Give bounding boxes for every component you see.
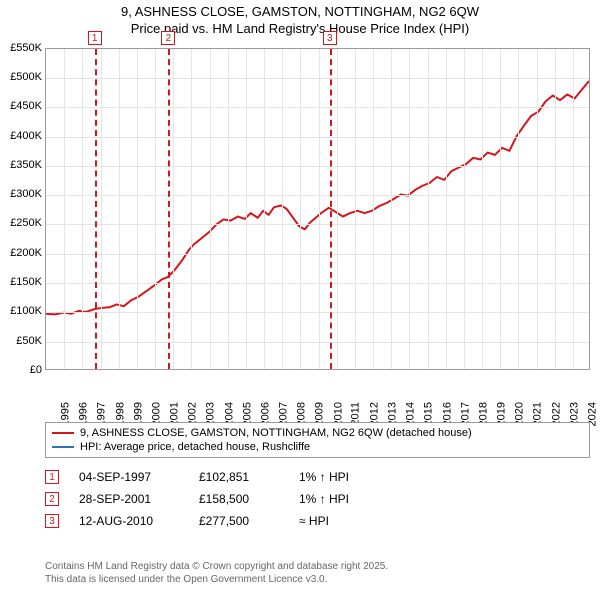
- ytick-label: £400K: [0, 130, 42, 142]
- vgrid: [319, 49, 320, 369]
- vgrid: [264, 49, 265, 369]
- vgrid: [282, 49, 283, 369]
- vgrid: [137, 49, 138, 369]
- ytick-label: £250K: [0, 217, 42, 229]
- hgrid: [46, 107, 589, 108]
- ytick-label: £100K: [0, 305, 42, 317]
- event-row: 3 12-AUG-2010 £277,500 ≈ HPI: [45, 510, 590, 532]
- hgrid: [46, 283, 589, 284]
- event-date: 12-AUG-2010: [79, 514, 179, 528]
- price-line-svg: [46, 49, 589, 369]
- hgrid: [46, 137, 589, 138]
- hgrid: [46, 342, 589, 343]
- marker-vline: [95, 49, 97, 369]
- vgrid: [64, 49, 65, 369]
- hgrid: [46, 78, 589, 79]
- attribution-line-2: This data is licensed under the Open Gov…: [45, 574, 590, 587]
- legend-row: HPI: Average price, detached house, Rush…: [52, 440, 583, 454]
- vgrid: [409, 49, 410, 369]
- ytick-label: £550K: [0, 42, 42, 54]
- event-date: 28-SEP-2001: [79, 492, 179, 506]
- ytick-label: £0: [0, 364, 42, 376]
- ytick-label: £200K: [0, 247, 42, 259]
- event-marker: 3: [45, 514, 59, 528]
- vgrid: [428, 49, 429, 369]
- vgrid: [518, 49, 519, 369]
- legend-row: 9, ASHNESS CLOSE, GAMSTON, NOTTINGHAM, N…: [52, 426, 583, 440]
- vgrid: [300, 49, 301, 369]
- ytick-label: £500K: [0, 71, 42, 83]
- title-line-1: 9, ASHNESS CLOSE, GAMSTON, NOTTINGHAM, N…: [0, 4, 600, 21]
- vgrid: [119, 49, 120, 369]
- vgrid: [191, 49, 192, 369]
- plot-region: 123: [45, 48, 590, 370]
- legend: 9, ASHNESS CLOSE, GAMSTON, NOTTINGHAM, N…: [45, 422, 590, 458]
- event-date: 04-SEP-1997: [79, 470, 179, 484]
- vgrid: [355, 49, 356, 369]
- event-marker: 2: [45, 492, 59, 506]
- event-price: £158,500: [199, 492, 279, 506]
- hgrid: [46, 166, 589, 167]
- vgrid: [82, 49, 83, 369]
- marker-vline: [330, 49, 332, 369]
- event-price: £102,851: [199, 470, 279, 484]
- hgrid: [46, 224, 589, 225]
- legend-label: HPI: Average price, detached house, Rush…: [80, 441, 310, 453]
- marker-box: 2: [161, 31, 175, 45]
- vgrid: [101, 49, 102, 369]
- ytick-label: £300K: [0, 188, 42, 200]
- event-marker: 1: [45, 470, 59, 484]
- event-row: 2 28-SEP-2001 £158,500 1% ↑ HPI: [45, 488, 590, 510]
- legend-swatch: [52, 446, 74, 448]
- vgrid: [537, 49, 538, 369]
- event-note: 1% ↑ HPI: [299, 470, 349, 484]
- chart-container: 9, ASHNESS CLOSE, GAMSTON, NOTTINGHAM, N…: [0, 0, 600, 590]
- chart-area: 123 £0 £50K £100K £150K £200K £250K £300K £350K…: [0, 38, 600, 418]
- vgrid: [482, 49, 483, 369]
- event-price: £277,500: [199, 514, 279, 528]
- vgrid: [228, 49, 229, 369]
- attribution-line-1: Contains HM Land Registry data © Crown c…: [45, 561, 590, 574]
- vgrid: [464, 49, 465, 369]
- event-note: ≈ HPI: [299, 514, 329, 528]
- attribution: Contains HM Land Registry data © Crown c…: [45, 561, 590, 586]
- event-note: 1% ↑ HPI: [299, 492, 349, 506]
- marker-box: 3: [323, 31, 337, 45]
- marker-vline: [168, 49, 170, 369]
- series-priceline: [46, 81, 589, 314]
- hgrid: [46, 195, 589, 196]
- ytick-label: £450K: [0, 100, 42, 112]
- ytick-label: £50K: [0, 335, 42, 347]
- marker-box: 1: [88, 31, 102, 45]
- markers-table: 1 04-SEP-1997 £102,851 1% ↑ HPI 2 28-SEP-2001…: [45, 466, 590, 532]
- legend-swatch: [52, 432, 74, 434]
- vgrid: [337, 49, 338, 369]
- event-row: 1 04-SEP-1997 £102,851 1% ↑ HPI: [45, 466, 590, 488]
- vgrid: [155, 49, 156, 369]
- vgrid: [173, 49, 174, 369]
- vgrid: [573, 49, 574, 369]
- vgrid: [210, 49, 211, 369]
- vgrid: [246, 49, 247, 369]
- vgrid: [446, 49, 447, 369]
- legend-label: 9, ASHNESS CLOSE, GAMSTON, NOTTINGHAM, N…: [80, 427, 472, 439]
- ytick-label: £350K: [0, 159, 42, 171]
- vgrid: [500, 49, 501, 369]
- hgrid: [46, 254, 589, 255]
- ytick-label: £150K: [0, 276, 42, 288]
- vgrid: [555, 49, 556, 369]
- hgrid: [46, 312, 589, 313]
- vgrid: [373, 49, 374, 369]
- vgrid: [391, 49, 392, 369]
